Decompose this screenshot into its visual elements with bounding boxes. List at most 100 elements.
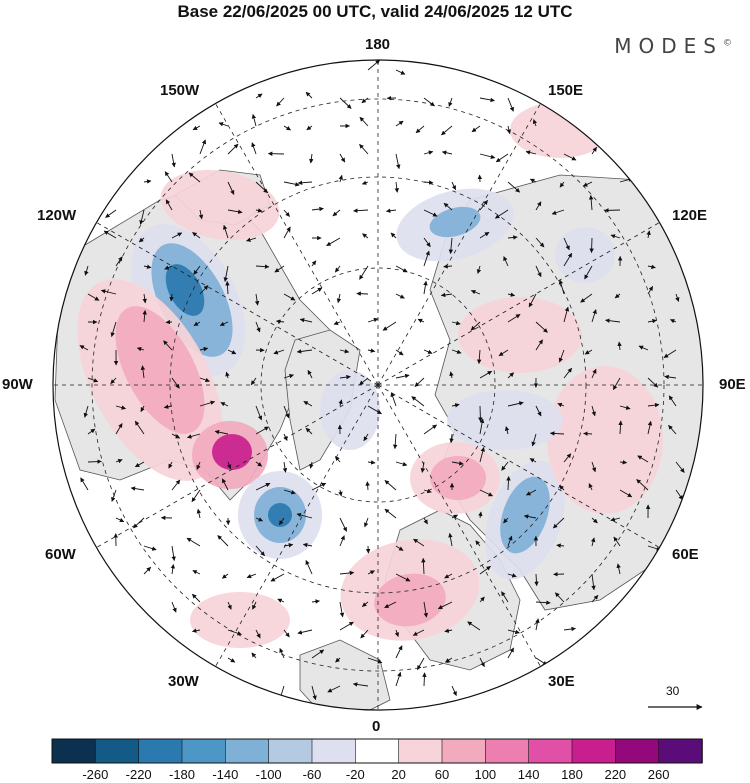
wind-arrow bbox=[226, 461, 232, 470]
wind-arrow bbox=[563, 626, 576, 632]
wind-arrow bbox=[299, 318, 313, 323]
wind-arrow bbox=[549, 431, 565, 436]
wind-arrow bbox=[563, 153, 577, 161]
colorbar-swatch bbox=[441, 738, 487, 764]
lon-label-30e: 30E bbox=[548, 673, 575, 690]
colorbar-swatch bbox=[181, 738, 227, 764]
wind-arrow bbox=[255, 264, 270, 269]
wind-arrow bbox=[532, 119, 538, 127]
wind-arrow bbox=[584, 349, 593, 355]
colorbar-tick-label: -140 bbox=[212, 767, 239, 782]
wind-arrow bbox=[449, 433, 454, 444]
wind-arrow bbox=[192, 125, 201, 131]
wind-arrow bbox=[84, 265, 89, 276]
colorbar-tick-label: 220 bbox=[604, 767, 627, 782]
wind-arrow bbox=[559, 485, 565, 491]
colorbar-tick-label: -260 bbox=[82, 767, 109, 782]
wind-arrow bbox=[367, 460, 376, 465]
wind-arrow bbox=[305, 91, 313, 99]
colorbar-tick-label: -220 bbox=[125, 767, 152, 782]
anomaly-red-scandinavia-mid bbox=[430, 456, 486, 500]
wind-arrow bbox=[580, 293, 593, 303]
colorbar-swatch bbox=[571, 738, 617, 764]
wind-arrow bbox=[448, 237, 454, 255]
wind-arrow bbox=[421, 557, 426, 575]
wind-arrow bbox=[612, 377, 621, 390]
anomaly-red-central-arctic bbox=[458, 297, 582, 373]
wind-arrow bbox=[395, 349, 404, 356]
colorbar-tick-label: -60 bbox=[302, 767, 322, 782]
wind-arrow bbox=[479, 565, 491, 575]
wind-arrow bbox=[591, 461, 597, 473]
wind-arrow bbox=[417, 318, 425, 323]
wind-arrow bbox=[270, 573, 285, 582]
wind-arrow bbox=[563, 453, 572, 463]
reference-vector-label: 30 bbox=[666, 684, 680, 698]
wind-arrow bbox=[361, 180, 369, 185]
wind-arrow bbox=[193, 265, 201, 275]
wind-arrow bbox=[495, 153, 509, 163]
wind-arrow bbox=[610, 517, 621, 522]
wind-arrow bbox=[479, 370, 493, 379]
wind-arrow bbox=[334, 265, 341, 273]
wind-arrow bbox=[283, 125, 291, 131]
wind-arrow bbox=[134, 420, 145, 435]
wind-arrow bbox=[507, 647, 514, 659]
wind-arrow bbox=[663, 349, 677, 358]
wind-arrow bbox=[417, 657, 425, 670]
wind-arrow bbox=[362, 233, 369, 239]
anomaly-blue-greenland bbox=[320, 370, 380, 450]
wind-arrow bbox=[164, 171, 173, 183]
wind-arrow bbox=[395, 671, 402, 687]
wind-arrow bbox=[394, 629, 400, 638]
anomaly-red-canada-mid bbox=[115, 306, 205, 434]
anomaly-red-azores bbox=[190, 592, 290, 648]
colorbar-swatch bbox=[51, 738, 97, 764]
wind-arrow bbox=[255, 405, 263, 421]
wind-arrow bbox=[115, 405, 127, 410]
wind-arrow bbox=[535, 237, 545, 248]
anomaly-blue-labrador-core bbox=[268, 503, 292, 527]
wind-arrow bbox=[638, 345, 649, 351]
wind-arrow bbox=[395, 461, 408, 467]
wind-arrow bbox=[251, 142, 257, 155]
lon-label-30w: 30W bbox=[168, 673, 199, 690]
wind-arrow bbox=[186, 433, 201, 439]
wind-arrow bbox=[110, 377, 117, 385]
wind-arrow bbox=[254, 293, 260, 306]
wind-arrow bbox=[283, 226, 291, 239]
wind-arrow bbox=[591, 405, 596, 417]
wind-arrow bbox=[440, 292, 453, 298]
wind-arrow bbox=[338, 399, 343, 407]
wind-arrow bbox=[563, 237, 570, 251]
wind-arrow bbox=[255, 208, 263, 213]
wind-arrow bbox=[588, 194, 594, 211]
wind-arrow bbox=[255, 629, 261, 639]
wind-arrow bbox=[199, 400, 216, 407]
wind-arrow bbox=[333, 320, 341, 325]
wind-arrow bbox=[221, 573, 229, 579]
wind-arrow bbox=[87, 459, 102, 464]
graticule bbox=[53, 60, 703, 710]
lon-label-0: 0 bbox=[372, 718, 381, 735]
wind-arrow bbox=[618, 420, 623, 435]
wind-arrow bbox=[171, 601, 177, 613]
wind-arrow bbox=[283, 629, 290, 638]
wind-arrow bbox=[80, 477, 89, 491]
wind-arrow bbox=[339, 570, 355, 576]
wind-arrow bbox=[448, 97, 453, 107]
wind-arrow bbox=[168, 461, 173, 469]
wind-arrow bbox=[471, 125, 481, 133]
wind-arrow bbox=[100, 289, 117, 295]
meridian-line bbox=[377, 103, 541, 386]
wind-arrow bbox=[283, 405, 290, 419]
wind-arrow bbox=[326, 237, 341, 247]
wind-arrow bbox=[451, 320, 461, 326]
wind-arrow bbox=[199, 377, 210, 383]
wind-arrow bbox=[395, 69, 406, 75]
wind-arrow bbox=[668, 424, 677, 435]
wind-arrow bbox=[336, 293, 342, 304]
wind-arrow bbox=[411, 396, 425, 407]
wind-arrow bbox=[223, 265, 229, 282]
wind-arrow bbox=[327, 685, 341, 693]
